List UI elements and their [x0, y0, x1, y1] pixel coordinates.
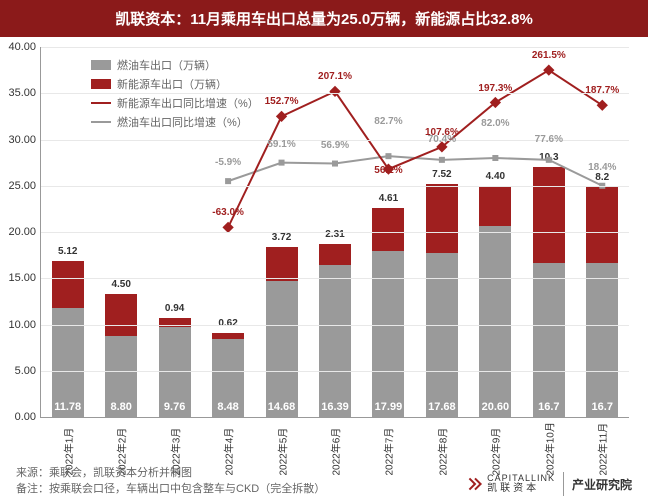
- footer-logo: CAPITALLINK 凯联资本: [467, 474, 555, 495]
- bar-nev-label: 2.31: [305, 229, 365, 240]
- line-point-label: 77.6%: [535, 134, 563, 148]
- bar-group: 0.628.48: [212, 333, 244, 417]
- bar-nev: 7.52: [426, 184, 458, 254]
- y-tick: 15.00: [8, 272, 36, 284]
- bar-nev: 4.50: [105, 294, 137, 336]
- source-text: 乘联会，凯联资本分析并制图: [49, 467, 192, 479]
- bar-ice: 8.80: [105, 336, 137, 417]
- line-point-label: -63.0%: [212, 207, 244, 221]
- bar-ice-label: 14.68: [252, 401, 312, 413]
- line-point-label: 56.1%: [374, 165, 402, 179]
- grid-line: [41, 232, 629, 233]
- y-tick: 25.00: [8, 180, 36, 192]
- y-axis: 0.005.0010.0015.0020.0025.0030.0035.0040…: [10, 47, 40, 417]
- bar-nev-label: 3.72: [252, 232, 312, 243]
- bar-ice: 8.48: [212, 339, 244, 417]
- logo-icon: [467, 476, 483, 492]
- y-tick: 30.00: [8, 134, 36, 146]
- bar-nev-label: 10.3: [519, 152, 579, 163]
- line-point-label: 261.5%: [532, 50, 566, 64]
- bar-ice-label: 8.48: [198, 401, 258, 413]
- bar-group: 0.949.76: [159, 318, 191, 417]
- bar-nev: 4.40: [479, 186, 511, 227]
- line-point-label: 82.0%: [481, 118, 509, 132]
- bar-ice: 14.68: [266, 281, 298, 417]
- bar-ice-label: 8.80: [91, 401, 151, 413]
- bar-nev-label: 4.61: [358, 193, 418, 204]
- footer: 来源：乘联会，凯联资本分析并制图 备注：按乘联会口径，车辆出口中包含整车与CKD…: [0, 464, 648, 496]
- bar-group: 5.1211.78: [52, 261, 84, 417]
- bar-ice-label: 17.68: [412, 401, 472, 413]
- chart-title: 凯联资本：11月乘用车出口总量为25.0万辆，新能源占比32.8%: [0, 0, 648, 37]
- bar-nev-label: 0.62: [198, 318, 258, 329]
- logo-en: CAPITALLINK: [487, 474, 555, 484]
- bar-group: 7.5217.68: [426, 184, 458, 417]
- bar-nev: 2.31: [319, 244, 351, 265]
- y-tick: 5.00: [15, 365, 36, 377]
- line-point-label: 82.7%: [374, 116, 402, 130]
- grid-line: [41, 278, 629, 279]
- grid-line: [41, 186, 629, 187]
- grid-line: [41, 93, 629, 94]
- bar-ice-label: 20.60: [465, 401, 525, 413]
- source-label: 来源：: [16, 467, 49, 479]
- bar-nev: 10.3: [533, 167, 565, 262]
- line-point-label: 18.4%: [588, 162, 616, 176]
- plot-area: 燃油车出口（万辆）新能源车出口（万辆）新能源车出口同比增速（%）燃油车出口同比增…: [40, 47, 629, 418]
- bar-group: 2.3116.39: [319, 244, 351, 417]
- bar-nev-label: 5.12: [38, 246, 98, 257]
- bar-ice: 16.7: [533, 263, 565, 417]
- bar-nev: 4.61: [372, 208, 404, 251]
- logo-cn: 凯联资本: [487, 483, 555, 494]
- bar-ice-label: 17.99: [358, 401, 418, 413]
- y-tick: 20.00: [8, 226, 36, 238]
- bar-ice-label: 16.39: [305, 401, 365, 413]
- footer-right-text: 产业研究院: [572, 476, 632, 493]
- y-tick: 35.00: [8, 87, 36, 99]
- bar-group: 4.4020.60: [479, 186, 511, 417]
- bar-nev-label: 4.40: [465, 171, 525, 182]
- bar-ice: 17.99: [372, 251, 404, 417]
- y-tick: 10.00: [8, 319, 36, 331]
- grid-line: [41, 47, 629, 48]
- line-point-label: -5.9%: [215, 157, 241, 171]
- footer-divider: [563, 472, 564, 496]
- bar-nev-label: 7.52: [412, 169, 472, 180]
- bar-group: 4.6117.99: [372, 208, 404, 417]
- bar-group: 4.508.80: [105, 294, 137, 417]
- grid-line: [41, 325, 629, 326]
- bar-nev: 3.72: [266, 247, 298, 281]
- bar-ice: 9.76: [159, 327, 191, 417]
- line-point-label: 207.1%: [318, 71, 352, 85]
- bar-group: 10.316.7: [533, 167, 565, 417]
- bar-group: 8.216.7: [586, 187, 618, 417]
- chart-container: 凯联资本：11月乘用车出口总量为25.0万辆，新能源占比32.8% 0.005.…: [0, 0, 648, 500]
- bar-ice-label: 11.78: [38, 401, 98, 413]
- y-tick: 0.00: [15, 411, 36, 423]
- footer-left: 来源：乘联会，凯联资本分析并制图 备注：按乘联会口径，车辆出口中包含整车与CKD…: [16, 464, 467, 496]
- bar-ice-label: 9.76: [145, 401, 205, 413]
- bar-nev: 5.12: [52, 261, 84, 308]
- bar-ice-label: 16.7: [519, 401, 579, 413]
- line-point-label: 59.1%: [267, 139, 295, 153]
- line-point-label: 152.7%: [265, 96, 299, 110]
- note-label: 备注：: [16, 483, 49, 495]
- bar-nev-label: 4.50: [91, 279, 151, 290]
- bar-nev: 8.2: [586, 187, 618, 263]
- line-point-label: 197.3%: [478, 83, 512, 97]
- note-text: 按乘联会口径，车辆出口中包含整车与CKD（完全拆散）: [49, 483, 325, 495]
- bar-ice-label: 16.7: [572, 401, 632, 413]
- bar-nev-label: 0.94: [145, 303, 205, 314]
- line-point-label: 107.6%: [425, 127, 459, 141]
- bar-ice: 16.39: [319, 265, 351, 417]
- bar-ice: 16.7: [586, 263, 618, 417]
- grid-line: [41, 371, 629, 372]
- footer-right: CAPITALLINK 凯联资本 产业研究院: [467, 472, 632, 496]
- line-point-label: 187.7%: [585, 85, 619, 99]
- bar-group: 3.7214.68: [266, 247, 298, 417]
- y-tick: 40.00: [8, 41, 36, 53]
- bar-ice: 20.60: [479, 226, 511, 417]
- chart-area: 0.005.0010.0015.0020.0025.0030.0035.0040…: [40, 47, 628, 417]
- line-point-label: 56.9%: [321, 140, 349, 154]
